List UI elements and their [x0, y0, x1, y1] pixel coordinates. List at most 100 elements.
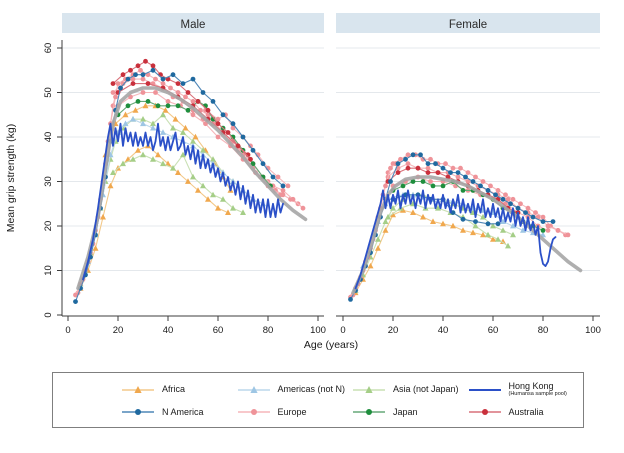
circle-marker-icon	[115, 81, 121, 86]
circle-marker-icon	[450, 210, 456, 216]
triangle-marker-icon	[205, 196, 211, 202]
circle-marker-icon	[175, 103, 181, 109]
circle-marker-icon	[508, 201, 513, 207]
triangle-marker-icon	[140, 120, 146, 127]
triangle-marker-icon	[210, 156, 216, 162]
triangle-marker-icon	[155, 151, 161, 158]
triangle-marker-icon	[140, 151, 146, 158]
circle-marker-icon	[140, 72, 146, 78]
triangle-marker-icon	[190, 138, 196, 144]
circle-marker-icon	[460, 188, 466, 193]
legend-swatch-americas-icon	[237, 385, 270, 393]
triangle-marker-icon	[150, 156, 156, 162]
triangle-marker-icon	[225, 209, 231, 215]
circle-marker-icon	[125, 76, 131, 82]
circle-marker-icon	[383, 183, 388, 189]
circle-marker-icon	[410, 179, 416, 184]
series-male-africa-markers-0	[77, 142, 231, 291]
triangle-marker-icon	[382, 227, 389, 233]
circle-marker-icon	[175, 81, 181, 86]
legend-item-japan: Japan	[352, 406, 468, 418]
circle-marker-icon	[473, 174, 478, 180]
circle-marker-icon	[300, 205, 306, 211]
circle-marker-icon	[240, 134, 246, 140]
circle-marker-icon	[183, 94, 188, 100]
triangle-marker-icon	[180, 151, 186, 158]
x-tick-label-male-20: 20	[113, 325, 124, 336]
triangle-marker-icon	[220, 196, 226, 202]
circle-marker-icon	[190, 112, 196, 118]
circle-marker-icon	[150, 67, 156, 73]
legend-item-americas: Americas (not N)	[237, 384, 353, 396]
triangle-marker-icon	[480, 231, 486, 238]
circle-marker-icon	[425, 170, 431, 176]
circle-marker-icon	[235, 143, 241, 149]
panel-title-female: Female	[449, 19, 487, 31]
triangle-marker-icon	[122, 111, 129, 118]
legend-swatch-australia-icon	[468, 409, 501, 416]
y-tick-label-20: 20	[43, 221, 54, 232]
triangle-marker-icon	[142, 102, 149, 109]
circle-marker-icon	[260, 161, 266, 167]
triangle-marker-icon	[410, 209, 416, 215]
circle-marker-icon	[415, 165, 421, 171]
circle-marker-icon	[118, 85, 123, 91]
circle-marker-icon	[488, 183, 493, 189]
circle-marker-icon	[463, 174, 468, 180]
series-male-australia-line-11	[112, 60, 249, 156]
legend-swatch-japan-icon	[353, 409, 385, 416]
circle-marker-icon	[493, 192, 498, 198]
legend-item-asia: Asia (not Japan)	[352, 384, 468, 396]
legend-swatch-africa-icon	[122, 385, 154, 393]
circle-marker-icon	[220, 112, 226, 118]
triangle-marker-icon	[190, 173, 196, 180]
triangle-marker-icon	[185, 178, 191, 184]
circle-marker-icon	[280, 188, 286, 193]
legend-item-australia: Australia	[468, 406, 584, 418]
circle-marker-icon	[555, 228, 561, 233]
circle-marker-icon	[205, 107, 211, 113]
circle-marker-icon	[175, 90, 181, 95]
series-female-hongkong-line-13	[354, 189, 557, 290]
triangle-marker-icon	[230, 205, 236, 211]
circle-marker-icon	[133, 72, 138, 78]
circle-marker-icon	[110, 90, 116, 95]
circle-marker-icon	[160, 76, 166, 82]
circle-marker-icon	[190, 99, 196, 104]
triangle-marker-icon	[500, 218, 506, 224]
triangle-marker-icon	[485, 231, 491, 238]
circle-marker-icon	[248, 156, 253, 162]
circle-marker-icon	[481, 409, 488, 416]
series-male-asia-line-3	[112, 154, 244, 214]
triangle-marker-icon	[375, 236, 381, 242]
circle-marker-icon	[138, 67, 143, 73]
chart-canvas: 0 20 40 60 80 100 0 10 20 30 40 50 60 0 20 40 60 80 100 Ma…	[5, 13, 601, 351]
triangle-marker-icon	[130, 156, 136, 162]
triangle-marker-icon	[200, 147, 206, 153]
triangle-marker-icon	[505, 242, 511, 249]
circle-marker-icon	[170, 72, 176, 78]
triangle-marker-icon	[510, 231, 516, 238]
y-tick-label-50: 50	[43, 87, 54, 98]
triangle-marker-icon	[160, 111, 166, 118]
triangle-marker-icon	[92, 245, 99, 251]
y-tick-label-40: 40	[43, 132, 54, 143]
x-tick-label-female-0: 0	[340, 325, 345, 336]
panel-strip-male	[62, 13, 324, 33]
x-tick-label-female-80: 80	[538, 325, 549, 336]
circle-marker-icon	[428, 179, 433, 184]
circle-marker-icon	[145, 81, 151, 86]
triangle-marker-icon	[460, 227, 466, 233]
circle-marker-icon	[443, 161, 448, 167]
triangle-marker-icon	[495, 236, 501, 242]
triangle-marker-icon	[450, 222, 456, 229]
triangle-marker-icon	[172, 116, 179, 122]
circle-marker-icon	[545, 223, 551, 229]
circle-marker-icon	[110, 81, 116, 86]
series-male-hongkong-line-15	[82, 122, 284, 281]
triangle-marker-icon	[195, 187, 201, 193]
panel-title-male: Male	[181, 19, 206, 31]
circle-marker-icon	[478, 183, 483, 189]
circle-marker-icon	[250, 147, 256, 153]
circle-marker-icon	[388, 165, 393, 171]
